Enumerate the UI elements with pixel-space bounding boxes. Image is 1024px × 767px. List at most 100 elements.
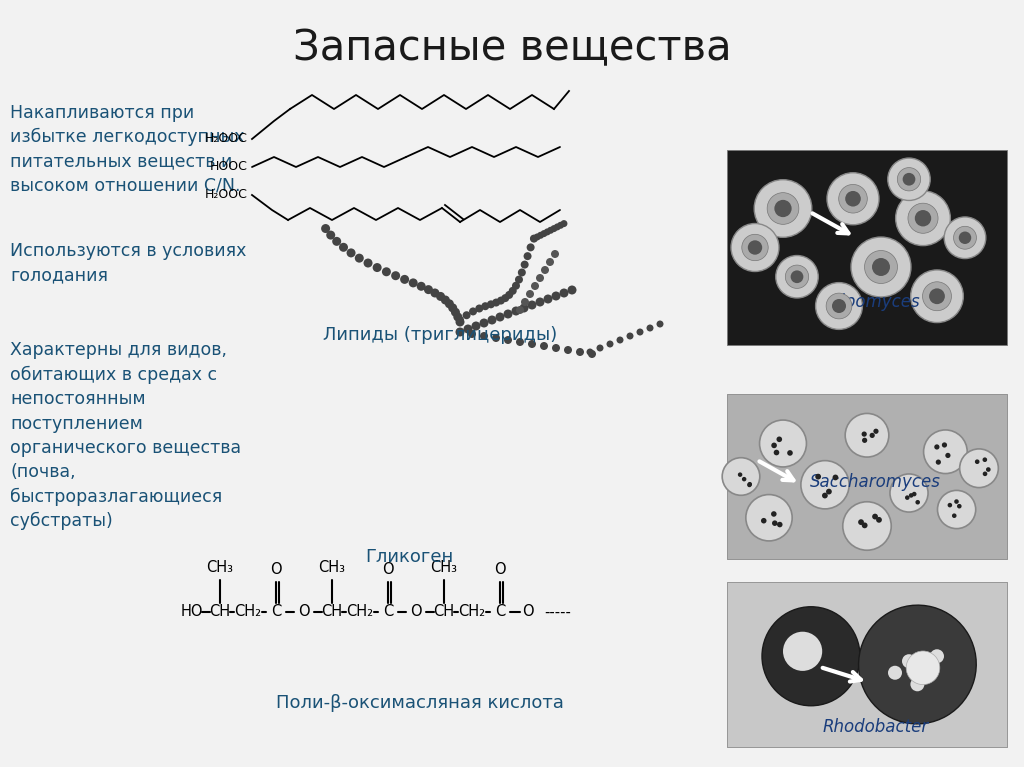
Circle shape	[544, 229, 551, 235]
Circle shape	[760, 420, 807, 467]
Circle shape	[783, 632, 822, 671]
Circle shape	[520, 261, 528, 268]
Circle shape	[451, 308, 460, 317]
Circle shape	[463, 311, 471, 319]
Circle shape	[774, 449, 779, 456]
Circle shape	[441, 295, 450, 304]
Circle shape	[530, 235, 538, 242]
Circle shape	[512, 307, 520, 315]
Circle shape	[914, 210, 931, 226]
Circle shape	[771, 443, 777, 448]
Circle shape	[456, 328, 465, 337]
Circle shape	[845, 191, 861, 206]
Circle shape	[975, 459, 980, 464]
Circle shape	[551, 250, 559, 258]
Circle shape	[346, 249, 355, 258]
Circle shape	[908, 203, 938, 233]
Circle shape	[872, 258, 890, 276]
Circle shape	[505, 291, 513, 299]
Circle shape	[518, 268, 526, 276]
Circle shape	[430, 288, 439, 298]
Circle shape	[936, 459, 941, 465]
Circle shape	[400, 275, 410, 284]
Text: O: O	[382, 562, 394, 578]
Circle shape	[873, 429, 879, 434]
Circle shape	[902, 173, 915, 186]
Circle shape	[382, 267, 391, 276]
Circle shape	[540, 342, 548, 350]
Circle shape	[777, 522, 782, 528]
Circle shape	[364, 258, 373, 268]
Circle shape	[861, 432, 866, 436]
Circle shape	[456, 318, 465, 327]
Circle shape	[909, 493, 913, 498]
Circle shape	[923, 281, 951, 311]
Circle shape	[530, 235, 538, 242]
Text: CH₃: CH₃	[430, 561, 458, 575]
Circle shape	[851, 237, 911, 297]
Circle shape	[567, 285, 577, 295]
Text: HO: HO	[181, 604, 203, 620]
Text: CH₃: CH₃	[318, 561, 345, 575]
Circle shape	[606, 341, 613, 347]
Circle shape	[557, 222, 564, 229]
Circle shape	[481, 302, 489, 310]
Circle shape	[896, 191, 950, 245]
Circle shape	[862, 438, 867, 443]
Circle shape	[869, 433, 874, 438]
Text: Липиды (триглицериды): Липиды (триглицериды)	[324, 326, 557, 344]
Text: C: C	[495, 604, 505, 620]
Text: O: O	[298, 604, 310, 620]
Circle shape	[957, 504, 962, 509]
Circle shape	[953, 226, 977, 249]
Circle shape	[656, 321, 664, 328]
Text: CH₃: CH₃	[207, 561, 233, 575]
Circle shape	[942, 443, 947, 448]
Circle shape	[771, 511, 776, 517]
Circle shape	[471, 321, 480, 331]
Circle shape	[502, 294, 509, 302]
Circle shape	[417, 281, 426, 291]
Circle shape	[801, 461, 849, 509]
Circle shape	[444, 299, 454, 308]
Circle shape	[493, 298, 500, 307]
Circle shape	[531, 282, 539, 290]
Circle shape	[597, 344, 603, 351]
Circle shape	[332, 237, 341, 246]
Circle shape	[791, 271, 804, 283]
Circle shape	[922, 661, 936, 675]
Circle shape	[475, 304, 483, 312]
Circle shape	[541, 230, 548, 237]
Circle shape	[930, 649, 944, 663]
Circle shape	[958, 232, 971, 244]
Circle shape	[864, 251, 897, 284]
Circle shape	[947, 503, 952, 508]
Circle shape	[560, 220, 567, 227]
Circle shape	[826, 293, 852, 319]
Text: CH₂: CH₂	[459, 604, 485, 620]
Circle shape	[986, 467, 990, 472]
Text: Lipomyces: Lipomyces	[831, 293, 920, 311]
Circle shape	[888, 666, 902, 680]
Circle shape	[646, 324, 653, 331]
Circle shape	[587, 348, 594, 355]
Ellipse shape	[762, 607, 860, 706]
Circle shape	[327, 231, 335, 239]
Text: O: O	[522, 604, 534, 620]
Circle shape	[938, 490, 976, 528]
Text: HOOC: HOOC	[210, 160, 248, 173]
Circle shape	[905, 495, 909, 500]
Circle shape	[831, 299, 846, 313]
Circle shape	[929, 288, 945, 304]
Circle shape	[858, 519, 864, 525]
Circle shape	[755, 179, 812, 237]
Circle shape	[588, 350, 596, 358]
Circle shape	[526, 290, 534, 298]
Text: Гликоген: Гликоген	[366, 548, 454, 566]
Circle shape	[772, 520, 777, 526]
Circle shape	[924, 430, 968, 473]
Circle shape	[468, 330, 476, 338]
Circle shape	[496, 312, 505, 321]
Circle shape	[637, 328, 643, 335]
Circle shape	[872, 514, 878, 519]
